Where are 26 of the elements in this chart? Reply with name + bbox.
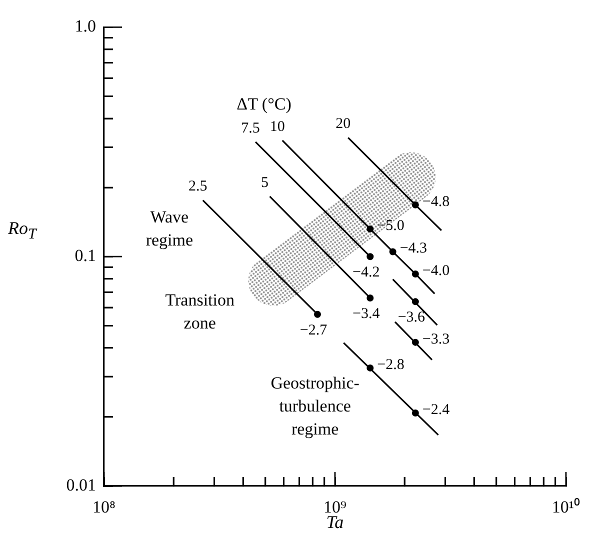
series-label: 7.5 [241, 120, 260, 136]
annotation: −5.0 [377, 218, 404, 234]
x-tick-label: 10⁸ [92, 498, 116, 517]
annotation: Transition zone [165, 290, 235, 333]
annotation: −3.3 [422, 331, 450, 348]
annotation: −4.8 [422, 194, 450, 210]
x-tick-label: 10¹⁰ [552, 498, 580, 517]
series-label: 5 [261, 174, 269, 191]
annotation: −2.7 [300, 322, 328, 338]
y-tick-label: 1.0 [74, 16, 96, 36]
annotation: −3.6 [398, 310, 426, 326]
y-tick-label: 0.1 [74, 246, 96, 266]
annotation: −2.4 [422, 402, 450, 418]
annotation: −2.8 [377, 356, 404, 373]
annotation: Geostrophic- turbulence regime [270, 373, 360, 438]
series-label: 2.5 [188, 178, 208, 195]
annotation: Wave regime [146, 208, 194, 250]
series-label: 10 [270, 118, 285, 135]
annotation: −4.3 [400, 240, 428, 257]
y-axis-title: Ro$_{T}$ [8, 218, 36, 244]
y-tick-label: 0.01 [66, 475, 96, 494]
annotation: −4.0 [422, 262, 450, 279]
annotation: ΔT (°C) [236, 94, 292, 114]
series-label: 20 [336, 116, 351, 132]
annotation: −3.4 [352, 306, 380, 322]
annotation: −4.2 [352, 264, 380, 281]
